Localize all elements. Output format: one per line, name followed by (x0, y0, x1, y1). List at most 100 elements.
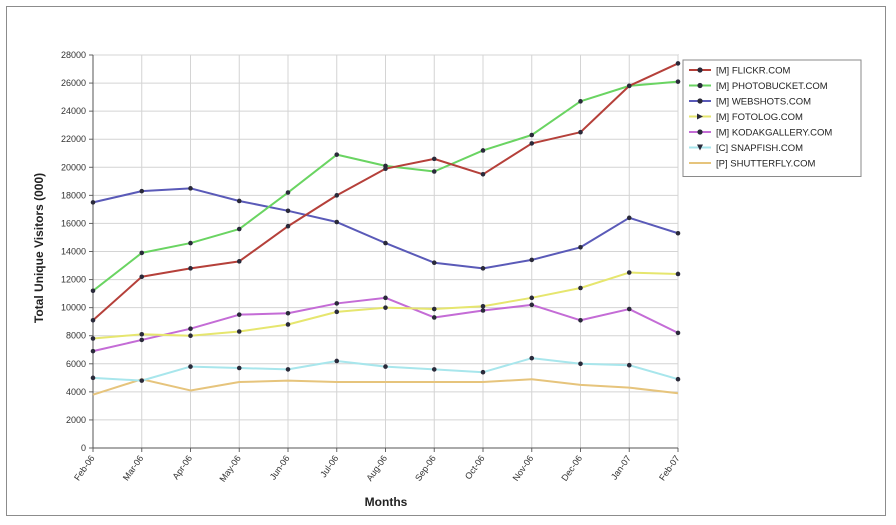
data-point-webshots-com (626, 215, 632, 221)
data-point-kodakgallery-com (383, 295, 388, 301)
x-tick-label: Aug-06 (364, 453, 389, 483)
data-point-fotolog-com (383, 305, 388, 310)
data-point-webshots-com (188, 186, 193, 191)
data-point-webshots-com (578, 244, 583, 250)
data-point-flickr-com (90, 317, 96, 323)
legend-label: [M] FLICKR.COM (716, 66, 791, 77)
data-point-fotolog-com (675, 271, 681, 277)
data-point-webshots-com (383, 240, 388, 246)
data-point-photobucket-com (334, 152, 340, 157)
data-point-webshots-com (529, 257, 535, 263)
data-point-snapfish-com (188, 364, 193, 369)
data-point-flickr-com (431, 156, 437, 162)
x-tick-label: Sep-06 (413, 453, 438, 483)
legend: [M] FLICKR.COM [M] PHOTOBUCKET.COM [M] WEB… (682, 59, 862, 177)
data-point-snapfish-com (236, 365, 242, 371)
data-point-flickr-com (139, 274, 145, 280)
data-point-kodakgallery-com (90, 348, 96, 354)
legend-marker (697, 129, 703, 135)
data-point-snapfish-com (529, 355, 535, 361)
legend-marker (697, 113, 703, 120)
legend-label: [M] KODAKGALLERY.COM (716, 128, 832, 139)
data-point-snapfish-com (578, 361, 583, 367)
x-tick-label: Jan-07 (609, 453, 633, 481)
data-point-photobucket-com (480, 148, 486, 153)
data-point-webshots-com (285, 208, 291, 214)
legend-label: [M] FOTOLOG.COM (716, 112, 803, 123)
series-kodakgallery-com (90, 295, 681, 354)
data-point-kodakgallery-com (529, 302, 535, 308)
data-point-fotolog-com (529, 295, 535, 301)
x-tick-label: May-06 (217, 453, 242, 483)
data-point-fotolog-com (431, 306, 437, 312)
x-tick-label: Apr-06 (170, 453, 194, 481)
y-tick-label: 14000 (61, 247, 86, 257)
data-point-flickr-com (383, 166, 388, 171)
data-point-flickr-com (675, 61, 681, 66)
data-point-webshots-com (139, 188, 145, 194)
y-axis-title: Total Unique Visitors (000) (32, 173, 46, 323)
data-point-photobucket-com (236, 226, 242, 232)
data-point-kodakgallery-com (188, 326, 193, 331)
data-point-flickr-com (480, 172, 486, 177)
data-point-snapfish-com (675, 376, 681, 382)
y-tick-label: 18000 (61, 190, 86, 200)
legend-marker (697, 98, 703, 104)
data-point-fotolog-com (236, 329, 242, 334)
data-point-kodakgallery-com (236, 312, 242, 317)
legend-label: [C] SNAPFISH.COM (716, 143, 803, 154)
y-tick-label: 10000 (61, 303, 86, 313)
data-point-kodakgallery-com (285, 310, 291, 316)
series-flickr-com (90, 61, 681, 323)
y-tick-label: 0 (81, 443, 86, 453)
legend-item-shutterfly-com: [P] SHUTTERFLY.COM (689, 159, 815, 170)
data-point-fotolog-com (626, 270, 632, 275)
data-point-webshots-com (675, 230, 681, 236)
data-point-photobucket-com (431, 169, 437, 174)
data-point-webshots-com (431, 260, 437, 266)
y-tick-label: 8000 (66, 331, 86, 341)
data-point-kodakgallery-com (480, 308, 486, 313)
legend-label: [P] SHUTTERFLY.COM (716, 159, 815, 170)
series-layer (90, 61, 681, 396)
data-point-fotolog-com (285, 322, 291, 327)
data-point-kodakgallery-com (139, 337, 145, 343)
y-tick-label: 22000 (61, 134, 86, 144)
x-tick-label: Oct-06 (463, 453, 487, 481)
legend-item-snapfish-com: [C] SNAPFISH.COM (689, 143, 803, 154)
data-point-snapfish-com (431, 367, 437, 372)
y-tick-label: 26000 (61, 78, 86, 88)
legend-box (682, 59, 862, 177)
data-point-snapfish-com (480, 369, 486, 375)
x-tick-label: Jun-06 (268, 453, 292, 481)
y-tick-label: 20000 (61, 162, 86, 172)
y-tick-label: 12000 (61, 275, 86, 285)
data-point-snapfish-com (334, 358, 340, 364)
data-point-flickr-com (285, 223, 291, 229)
data-point-kodakgallery-com (626, 306, 632, 312)
legend-marker (697, 144, 703, 151)
legend-item-flickr-com: [M] FLICKR.COM (689, 66, 791, 77)
y-tick-label: 2000 (66, 415, 86, 425)
data-point-fotolog-com (90, 336, 96, 341)
data-point-snapfish-com (139, 378, 145, 383)
data-point-snapfish-com (383, 364, 388, 369)
data-point-fotolog-com (334, 309, 340, 315)
data-point-photobucket-com (529, 132, 535, 138)
legend-marker (697, 82, 703, 89)
series-snapfish-com (90, 355, 681, 383)
data-point-webshots-com (480, 266, 486, 271)
legend-item-webshots-com: [M] WEBSHOTS.COM (689, 97, 811, 108)
data-point-snapfish-com (626, 362, 632, 368)
data-point-flickr-com (578, 129, 583, 135)
data-point-kodakgallery-com (675, 330, 681, 336)
data-point-kodakgallery-com (431, 315, 437, 320)
y-tick-label: 16000 (61, 218, 86, 228)
legend-item-photobucket-com: [M] PHOTOBUCKET.COM (689, 81, 828, 92)
data-point-photobucket-com (285, 190, 291, 195)
data-point-flickr-com (626, 83, 632, 89)
x-tick-label: Mar-06 (121, 453, 146, 482)
data-point-photobucket-com (578, 99, 583, 104)
data-point-fotolog-com (139, 332, 145, 337)
